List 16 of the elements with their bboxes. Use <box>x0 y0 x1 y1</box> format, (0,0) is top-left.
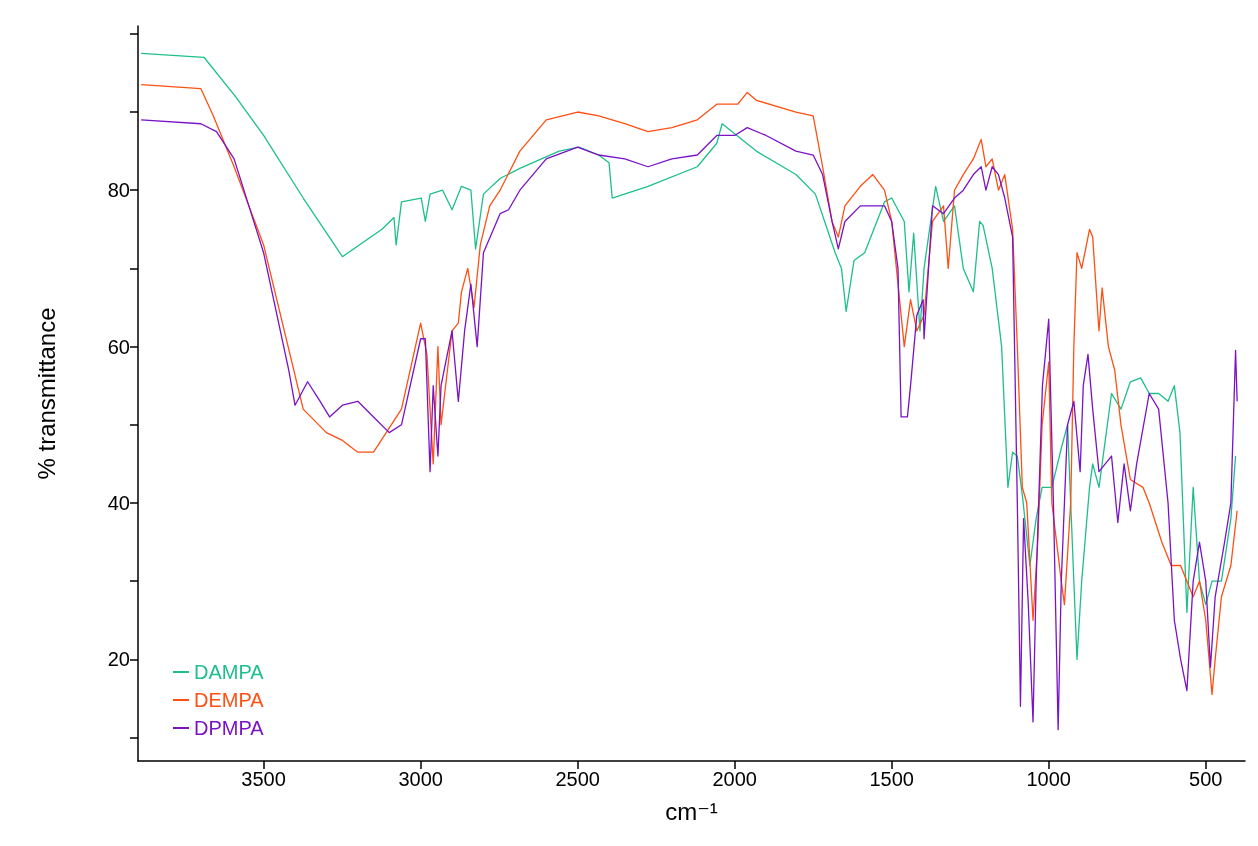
legend-label: DEMPA <box>194 689 265 711</box>
legend-label: DPMPA <box>194 717 265 739</box>
y-tick-label: 60 <box>107 335 130 358</box>
x-axis-title: cm⁻¹ <box>665 797 718 825</box>
legend-label: DAMPA <box>194 661 265 683</box>
x-tick-label: 1000 <box>1026 768 1071 790</box>
x-tick-label: 1500 <box>869 768 914 790</box>
x-tick-label: 3000 <box>398 768 443 790</box>
x-tick-label: 3500 <box>241 768 286 790</box>
y-tick-label: 40 <box>107 491 130 514</box>
x-tick-label: 500 <box>1189 768 1223 790</box>
y-tick-label: 80 <box>107 179 130 202</box>
y-tick-label: 20 <box>107 648 130 671</box>
x-tick-label: 2000 <box>712 768 757 790</box>
x-tick-label: 2500 <box>555 768 600 790</box>
y-axis-title: % transmittance <box>32 307 60 480</box>
